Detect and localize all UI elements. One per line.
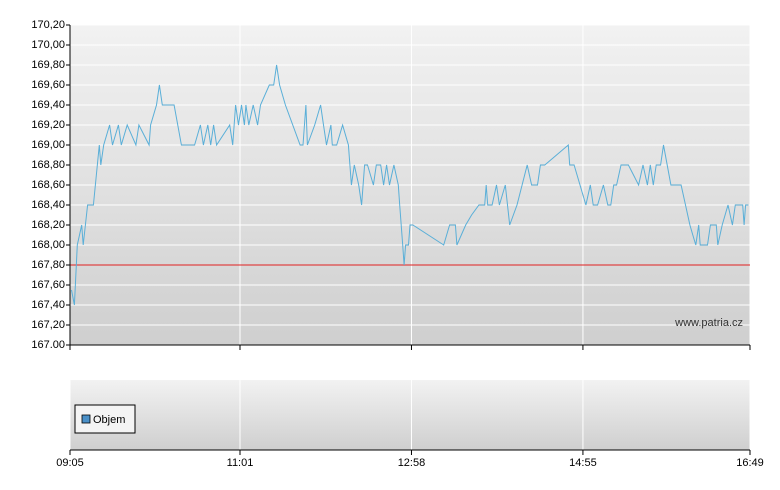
y-tick-label: 168,00 [31, 239, 65, 251]
marks [70, 64, 750, 306]
legend-swatch [81, 414, 91, 424]
y-tick-label: 167,60 [31, 279, 65, 291]
y-tick-label: 169,20 [31, 119, 65, 131]
y-tick-label: 169,00 [31, 139, 65, 151]
grid [69, 24, 751, 450]
y-tick-label: 167,80 [31, 259, 65, 271]
y-tick-label: 168,40 [31, 199, 65, 211]
x-tick-label: 09:05 [56, 457, 84, 469]
y-tick-label: 170,20 [31, 19, 65, 31]
price-line [71, 64, 749, 306]
y-tick-label: 169,60 [31, 79, 65, 91]
legend-label: Objem [93, 414, 125, 426]
y-tick-label: 167,20 [31, 319, 65, 331]
y-tick-label: 168,20 [31, 219, 65, 231]
x-tick-label: 14:55 [569, 457, 597, 469]
y-tick-label: 168,80 [31, 159, 65, 171]
y-tick-label: 167,40 [31, 299, 65, 311]
x-tick-label: 16:49 [736, 457, 764, 469]
y-tick-label: 167.00 [31, 339, 65, 351]
volume-area [70, 380, 750, 450]
y-tick-label: 170,00 [31, 39, 65, 51]
y-tick-label: 169,40 [31, 99, 65, 111]
watermark: www.patria.cz [674, 317, 743, 329]
y-tick-label: 168,60 [31, 179, 65, 191]
x-tick-label: 12:58 [398, 457, 426, 469]
y-tick-label: 169,80 [31, 59, 65, 71]
x-tick-label: 11:01 [227, 457, 254, 469]
